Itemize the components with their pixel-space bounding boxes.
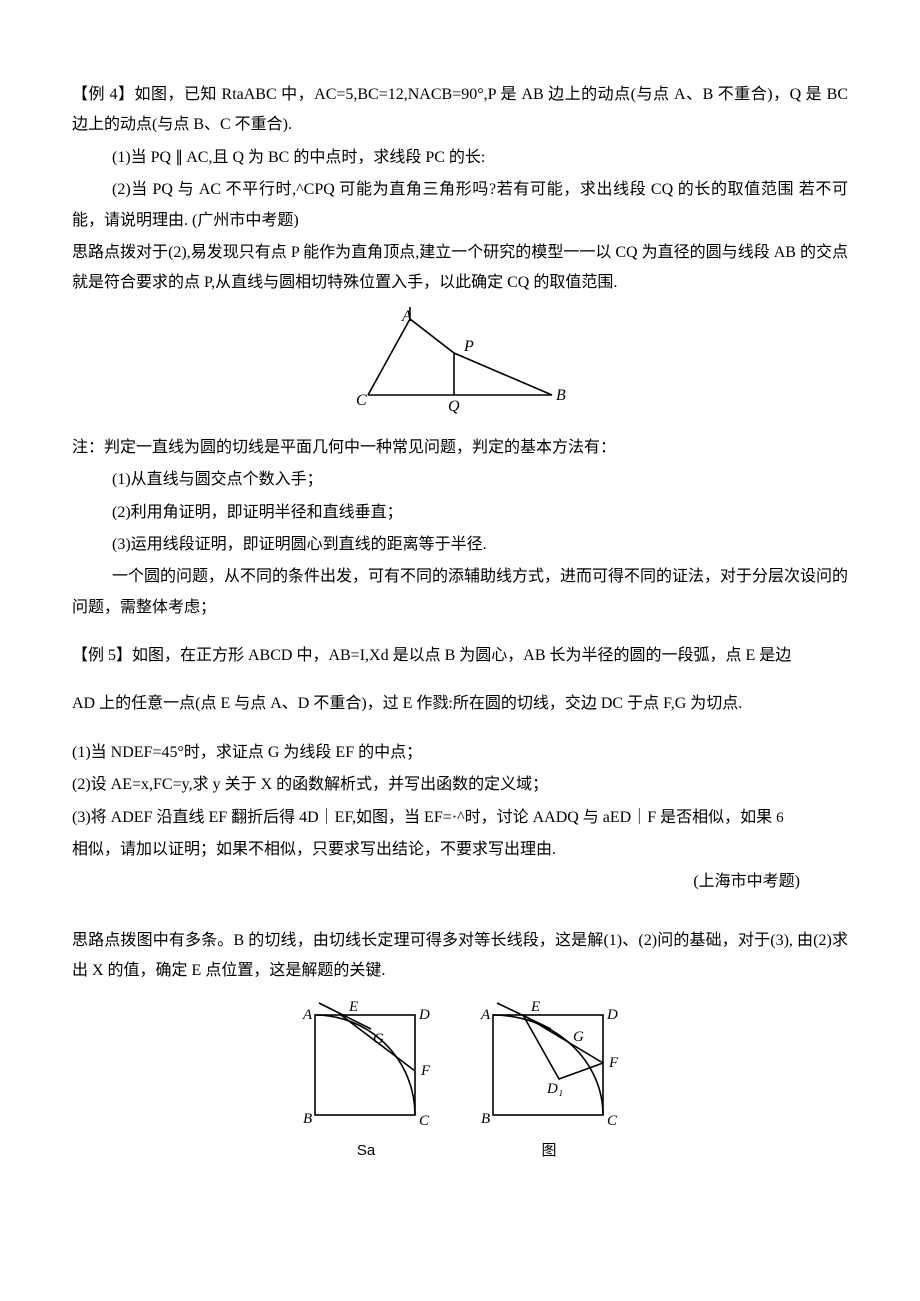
figure-triangle: A P B C Q (72, 305, 848, 415)
para-ex5-q1: (1)当 NDEF=45°时，求证点 G 为线段 EF 的中点； (72, 738, 848, 768)
r-F: F (608, 1055, 619, 1071)
para-ex4-q2: (2)当 PQ 与 AC 不平行时,^CPQ 可能为直角三角形吗?若有可能，求出… (72, 175, 848, 236)
fraction: 6 (776, 809, 784, 827)
caption-right: 图 (541, 1137, 556, 1166)
square-arc-right: A D B C E G F D₁ (469, 995, 629, 1135)
para-ex5-q3b: 相似，请加以证明；如果不相似，只要求写出结论，不要求写出理由. (72, 835, 848, 865)
para-ex5-intro: 【例 5】如图，在正方形 ABCD 中，AB=I,Xd 是以点 B 为圆心，AB… (72, 641, 848, 671)
para-ex5-line2: AD 上的任意一点(点 E 与点 A、D 不重合)，过 E 作戮:所在圆的切线，… (72, 689, 848, 719)
label-C: C (356, 392, 367, 409)
para-ex5-q2: (2)设 AE=x,FC=y,求 y 关于 X 的函数解析式，并写出函数的定义域… (72, 770, 848, 800)
r-C: C (607, 1113, 618, 1129)
para-ex5-q3: (3)将 ADEF 沿直线 EF 翻折后得 4D｜EF,如图，当 EF=·^时，… (72, 803, 848, 833)
l-A: A (302, 1007, 313, 1023)
figure-right-col: A D B C E G F D₁ 图 (469, 995, 629, 1166)
para-ex4-hint: 思路点拨对于(2),易发现只有点 P 能作为直角顶点,建立一个研究的模型一一以 … (72, 238, 848, 299)
square-arc-left: A D B C E G F (291, 995, 441, 1135)
label-B: B (556, 387, 566, 404)
l-E: E (348, 999, 358, 1015)
figure-pair: A D B C E G F Sa A D B C (72, 995, 848, 1166)
label-A: A (401, 308, 412, 325)
r-A: A (480, 1007, 491, 1023)
para-source: (上海市中考题) (72, 867, 848, 897)
triangle-svg: A P B C Q (350, 305, 570, 415)
para-note-1: (1)从直线与圆交点个数入手； (72, 465, 848, 495)
para-ex5-hint: 思路点拨图中有多条。B 的切线，由切线长定理可得多对等长线段，这是解(1)、(2… (72, 926, 848, 987)
l-D: D (418, 1007, 430, 1023)
para-note-3: (3)运用线段证明，即证明圆心到直线的距离等于半径. (72, 530, 848, 560)
r-B: B (481, 1111, 490, 1127)
figure-left-col: A D B C E G F Sa (291, 995, 441, 1166)
caption-left: Sa (357, 1137, 375, 1166)
para-note-tail: 一个圆的问题，从不同的条件出发，可有不同的添辅助线方式，进而可得不同的证法，对于… (72, 562, 848, 623)
l-F: F (420, 1063, 431, 1079)
label-Q: Q (448, 398, 460, 415)
r-D1: D₁ (546, 1081, 563, 1097)
l-G: G (373, 1031, 384, 1047)
q3-text: (3)将 ADEF 沿直线 EF 翻折后得 4D｜EF,如图，当 EF=·^时，… (72, 809, 772, 826)
para-note-2: (2)利用角证明，即证明半径和直线垂直； (72, 498, 848, 528)
fraction-den: 6 (776, 810, 784, 827)
r-E: E (530, 999, 540, 1015)
para-ex4-q1: (1)当 PQ ∥ AC,且 Q 为 BC 的中点时，求线段 PC 的长: (72, 143, 848, 173)
l-C: C (419, 1113, 430, 1129)
label-P: P (463, 338, 474, 355)
l-B: B (303, 1111, 312, 1127)
para-note-intro: 注：判定一直线为圆的切线是平面几何中一种常见问题，判定的基本方法有： (72, 433, 848, 463)
r-G: G (573, 1029, 584, 1045)
r-D: D (606, 1007, 618, 1023)
para-ex4-intro: 【例 4】如图，已知 RtaABC 中，AC=5,BC=12,NACB=90°,… (72, 80, 848, 141)
